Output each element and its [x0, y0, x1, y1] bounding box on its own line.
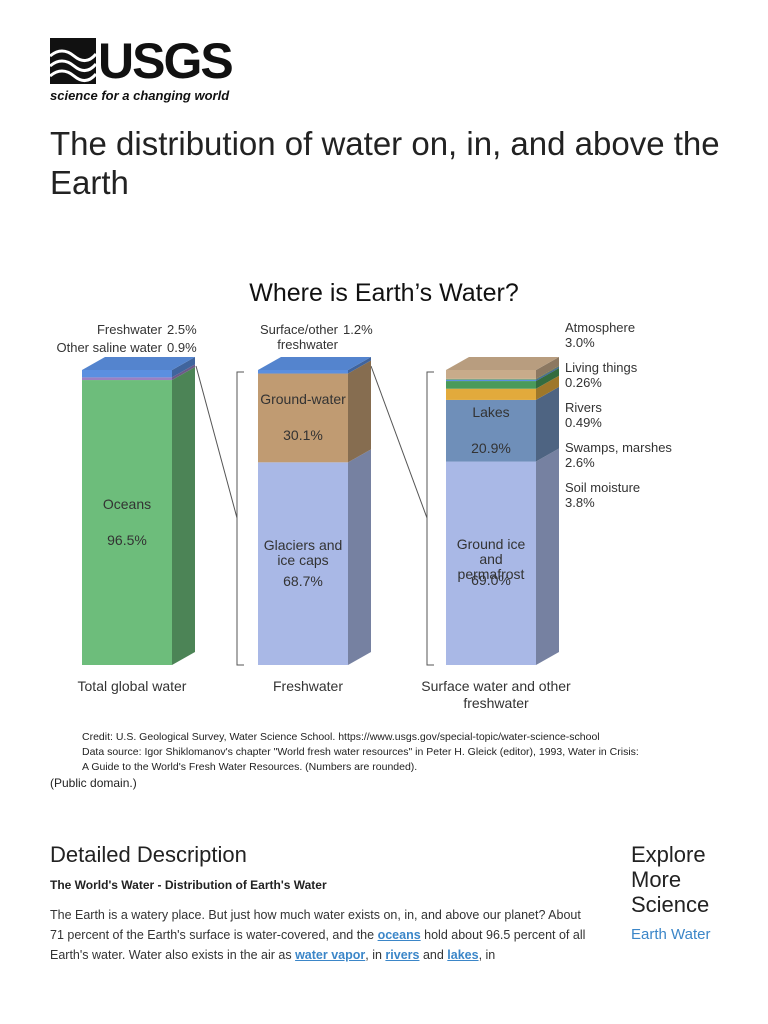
bar-side: [172, 367, 195, 665]
segment-value: 68.7%: [283, 572, 323, 589]
credit-line: Data source: Igor Shiklomanov's chapter …: [82, 746, 639, 758]
segment-value: 2.5%: [167, 322, 197, 337]
logo-text: USGS: [98, 33, 234, 89]
bar-segment: [446, 378, 536, 380]
section-heading: Detailed Description: [50, 842, 247, 867]
bracket: [426, 371, 434, 666]
bar-segment: [82, 370, 172, 378]
connector: [195, 365, 238, 519]
bar-side: [172, 357, 195, 378]
bar-side: [348, 449, 371, 665]
segment-value: 69.0%: [471, 572, 511, 589]
bar-segment: [446, 399, 536, 462]
segment-value: 0.49%: [565, 415, 602, 430]
column-label: Surface water and other freshwater: [421, 678, 571, 711]
chart-canvas: [82, 357, 559, 666]
segment-name: Freshwater: [96, 322, 162, 337]
segment-value: 20.9%: [471, 439, 511, 456]
sidebar-heading: Explore More Science: [631, 842, 710, 917]
bar-side: [536, 357, 559, 379]
connector: [370, 365, 428, 519]
bar-segment: [82, 380, 172, 665]
column-label: Total global water: [77, 678, 187, 694]
text: , in: [478, 948, 496, 962]
bar-segment: [446, 379, 536, 382]
segment-value: 0.26%: [565, 375, 602, 390]
bar-side: [536, 366, 559, 382]
segment-value: 96.5%: [107, 531, 147, 548]
bar-side: [172, 364, 195, 381]
bar-segment: [258, 370, 348, 374]
bar-side: [536, 375, 559, 400]
bar-side: [536, 386, 559, 462]
bar-side: [536, 368, 559, 389]
bar-segment: [258, 373, 348, 463]
segment-value: 2.6%: [565, 455, 595, 470]
segment-value: 1.2%: [343, 322, 373, 337]
bar-segment: [446, 381, 536, 389]
segment-name: Lakes: [472, 403, 510, 420]
segment-value: 0.9%: [167, 340, 197, 355]
segment-name: Surface/other freshwater: [259, 322, 338, 352]
link[interactable]: oceans: [377, 928, 421, 942]
text: hold about 96.5 percent of all Earth's w…: [50, 928, 586, 962]
text: The Earth is a watery place. But just ho…: [50, 908, 581, 942]
bar-top: [82, 357, 195, 370]
column-label: Freshwater: [272, 678, 344, 694]
credits: Credit: U.S. Geological Survey, Water Sc…: [82, 730, 639, 775]
bar-side: [348, 357, 371, 374]
bar-segment: [446, 461, 536, 665]
credit-line: Credit: U.S. Geological Survey, Water Sc…: [82, 731, 600, 743]
text: , in: [365, 948, 386, 962]
bar-side: [536, 448, 559, 665]
bar-side: [348, 360, 371, 463]
segment-name: Living things: [565, 360, 638, 375]
segment-name: Ground-water: [260, 390, 346, 407]
bar-segment: [82, 377, 172, 381]
bracket: [236, 371, 244, 666]
page-title: The distribution of water on, in, and ab…: [50, 125, 720, 201]
license: (Public domain.): [50, 776, 137, 790]
tagline: science for a changing world: [50, 88, 230, 103]
segment-name: Glaciers and ice caps: [263, 536, 343, 568]
link[interactable]: rivers: [385, 948, 420, 962]
bar-segment: [446, 370, 536, 379]
bar-top: [446, 357, 559, 370]
credit-line: A Guide to the World's Fresh Water Resou…: [82, 761, 418, 773]
text: and: [419, 948, 448, 962]
link[interactable]: water vapor: [295, 948, 366, 962]
segment-name: Ground ice and permafrost: [456, 536, 526, 583]
paragraph: The Earth is a watery place. But just ho…: [50, 905, 590, 965]
chart-title: Where is Earth’s Water?: [249, 279, 519, 307]
segment-name: Soil moisture: [565, 480, 641, 495]
link[interactable]: lakes: [447, 948, 479, 962]
segment-name: Rivers: [565, 400, 602, 415]
chart: Where is Earth’s Water? Oceans 96.5% Fresh…: [0, 260, 768, 720]
subheading: The World's Water - Distribution of Eart…: [50, 878, 327, 892]
segment-value: 3.8%: [565, 495, 595, 510]
bar-segment: [258, 462, 348, 665]
bar-top: [258, 357, 371, 370]
segment-name: Oceans: [102, 495, 152, 512]
segment-name: Swamps, marshes: [565, 440, 672, 455]
sidebar-link[interactable]: Earth Water: [631, 926, 711, 943]
segment-value: 3.0%: [565, 335, 595, 350]
segment-name: Other saline water: [56, 340, 163, 355]
logo-mark: [50, 38, 98, 84]
bar-side: [536, 365, 559, 380]
bar-segment: [446, 388, 536, 400]
segment-value: 30.1%: [283, 426, 323, 443]
segment-name: Atmosphere: [565, 320, 636, 335]
